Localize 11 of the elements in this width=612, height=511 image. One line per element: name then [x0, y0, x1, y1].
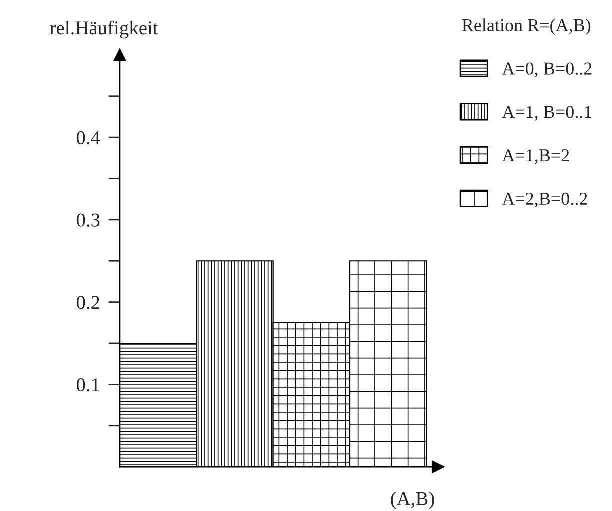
legend-label: A=1, B=0..1	[502, 106, 592, 121]
legend-label: A=0, B=0..2	[502, 62, 592, 78]
y-tick-label: 0.1	[76, 378, 100, 392]
legend-label: A=2,B=0..2	[502, 192, 588, 208]
legend-title: Relation R=(A,B)	[462, 18, 591, 36]
y-tick-label: 0.2	[76, 296, 100, 310]
x-axis-title: (A,B)	[391, 492, 434, 510]
y-tick-label: 0.4	[76, 131, 100, 145]
y-tick-label: 0.3	[76, 214, 100, 227]
y-axis-title: rel.Häufigkeit	[50, 20, 158, 39]
legend-label: A=1,B=2	[502, 150, 570, 164]
